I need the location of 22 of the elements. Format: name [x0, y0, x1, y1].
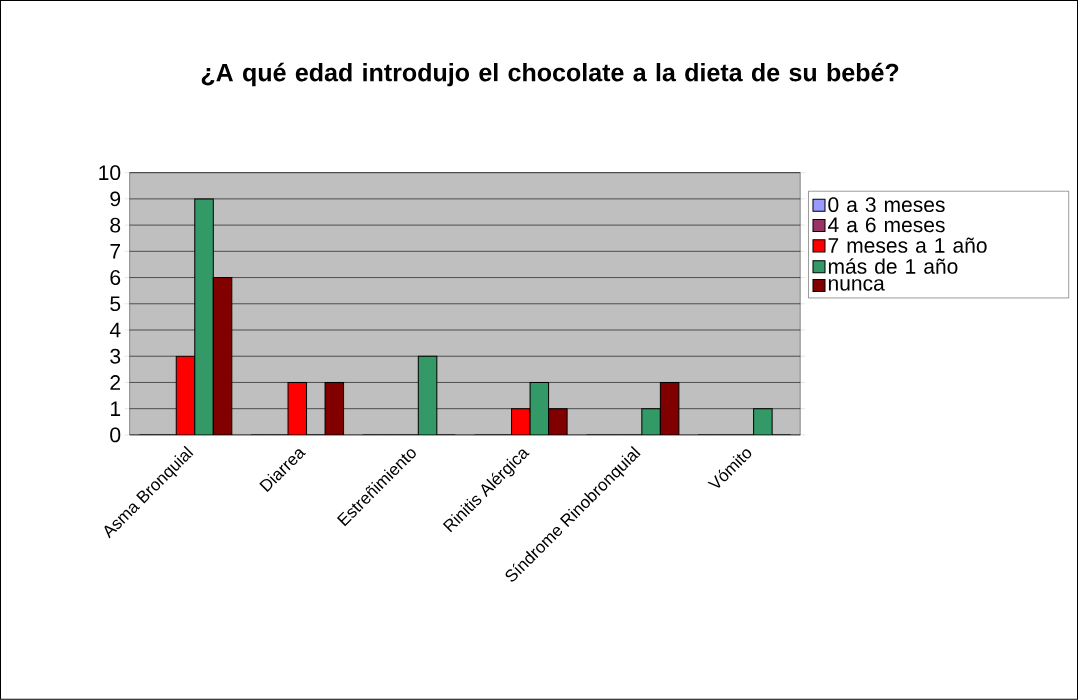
y-tick-label: 4: [109, 322, 121, 338]
y-tick-label: 1: [111, 401, 121, 417]
bar: [194, 199, 214, 436]
y-tick-label: 8: [110, 217, 121, 233]
bar: [176, 356, 195, 436]
legend-label: 4 a 6 meses: [827, 217, 945, 233]
y-tick-label: 3: [110, 348, 121, 364]
legend-label: 0 a 3 meses: [828, 197, 945, 213]
chart-title: ¿A qué edad introdujo el chocolate a la dieta de su bebé?: [201, 62, 899, 87]
bar: [213, 277, 232, 436]
y-tick-label: 0: [110, 427, 121, 443]
legend-label: nunca: [828, 279, 885, 291]
bar: [418, 356, 437, 436]
y-tick-label: 2: [110, 375, 121, 390]
y-tick-label: 6: [110, 270, 121, 286]
y-tick-label: 10: [99, 165, 121, 181]
y-tick-label: 5: [110, 296, 121, 312]
y-tick-label: 7: [110, 244, 121, 259]
legend-label: 7 meses a 1 año: [828, 237, 987, 254]
y-tick-label: 9: [110, 191, 121, 207]
bar: [641, 408, 661, 436]
legend-label: más de 1 año: [828, 258, 958, 275]
